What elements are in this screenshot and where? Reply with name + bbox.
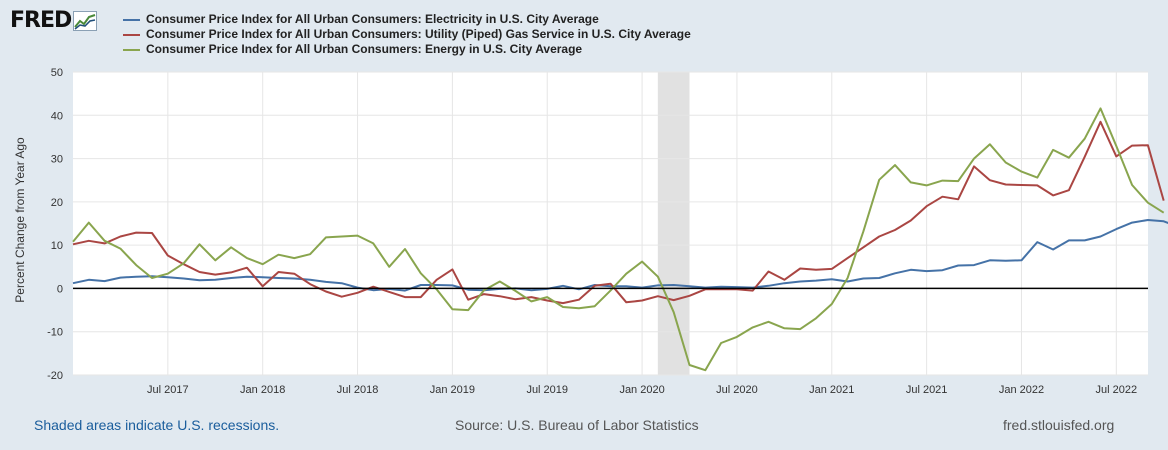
x-tick-label: Jan 2018: [240, 384, 285, 396]
series-line-2: [72, 107, 1165, 372]
x-tick-label: Jan 2020: [619, 384, 664, 396]
fred-url[interactable]: fred.stlouisfed.org: [1003, 417, 1115, 433]
legend-swatch-gas: [123, 33, 140, 36]
series-line-1: [72, 120, 1165, 305]
legend-label-electricity: Consumer Price Index for All Urban Consu…: [146, 12, 599, 26]
fred-logo[interactable]: FRED: [10, 8, 98, 33]
fred-logo-text: FRED: [10, 8, 72, 33]
fred-chart-icon: [73, 10, 98, 31]
x-tick-label: Jul 2019: [526, 384, 568, 396]
x-tick-label: Jul 2021: [906, 384, 948, 396]
legend-swatch-energy: [123, 48, 140, 51]
x-tick-label: Jul 2018: [337, 384, 379, 396]
recession-note: Shaded areas indicate U.S. recessions.: [34, 417, 280, 433]
x-tick-label: Jan 2022: [999, 384, 1044, 396]
legend-label-energy: Consumer Price Index for All Urban Consu…: [146, 42, 583, 56]
legend-label-gas: Consumer Price Index for All Urban Consu…: [146, 27, 691, 41]
recession-shade-0: [657, 72, 690, 375]
y-tick-label: 30: [51, 154, 63, 166]
x-tick-label: Jul 2020: [716, 384, 758, 396]
legend-item-gas[interactable]: Consumer Price Index for All Urban Consu…: [123, 27, 691, 42]
y-tick-label: 10: [51, 240, 63, 252]
legend-swatch-electricity: [123, 18, 140, 21]
legend-item-energy[interactable]: Consumer Price Index for All Urban Consu…: [123, 42, 691, 57]
x-tick-label: Jul 2017: [147, 384, 189, 396]
y-tick-label: 40: [51, 110, 63, 122]
y-tick-label: 50: [51, 67, 63, 79]
series-line-0: [72, 219, 1168, 292]
y-tick-label: -20: [47, 370, 63, 382]
x-tick-label: Jan 2019: [430, 384, 475, 396]
chart-legend: Consumer Price Index for All Urban Consu…: [123, 12, 691, 57]
y-tick-label: 20: [51, 197, 63, 209]
y-tick-label: -10: [47, 327, 63, 339]
y-tick-label: 0: [57, 283, 63, 295]
legend-item-electricity[interactable]: Consumer Price Index for All Urban Consu…: [123, 12, 691, 27]
source-note: Source: U.S. Bureau of Labor Statistics: [455, 417, 699, 433]
plot-area: [73, 72, 1148, 375]
x-tick-label: Jul 2022: [1096, 384, 1138, 396]
x-tick-label: Jan 2021: [809, 384, 854, 396]
